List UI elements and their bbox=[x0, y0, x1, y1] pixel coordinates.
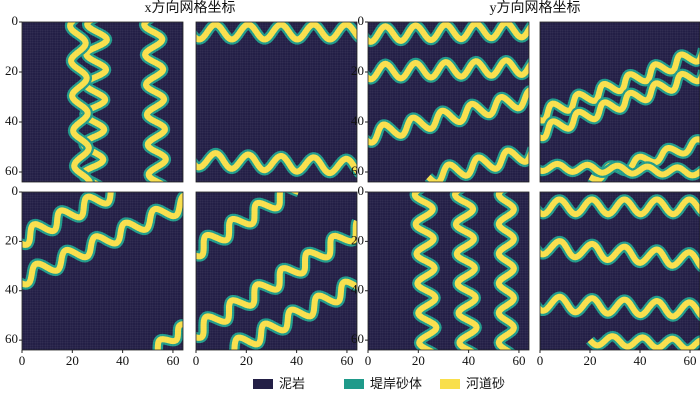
grid-texture bbox=[196, 22, 357, 182]
x-tick-label: 0 bbox=[365, 353, 372, 368]
grid-texture bbox=[196, 192, 357, 350]
y-tick-label: 20 bbox=[351, 232, 364, 247]
panel-frame bbox=[21, 191, 184, 351]
panel-frame bbox=[195, 191, 358, 351]
panel bbox=[540, 192, 700, 350]
y-tick-label: 0 bbox=[358, 183, 365, 198]
x-tick-label: 20 bbox=[412, 353, 425, 368]
y-tick-label: 40 bbox=[351, 113, 364, 128]
legend-swatch bbox=[344, 379, 364, 389]
panel-frame bbox=[539, 191, 700, 351]
grid-texture bbox=[540, 192, 700, 350]
y-tick-label: 20 bbox=[351, 63, 364, 78]
legend-swatch bbox=[253, 379, 273, 389]
x-tick-label: 0 bbox=[19, 353, 26, 368]
y-tick-label: 60 bbox=[5, 331, 18, 346]
panel-frame bbox=[367, 191, 530, 351]
x-tick-label: 60 bbox=[166, 353, 179, 368]
x-tick-label: 40 bbox=[116, 353, 129, 368]
y-tick-label: 0 bbox=[12, 183, 19, 198]
y-tick-label: 0 bbox=[358, 13, 365, 28]
x-tick-label: 0 bbox=[537, 353, 544, 368]
y-tick-label: 20 bbox=[5, 232, 18, 247]
grid-texture bbox=[540, 22, 700, 182]
panel-frame bbox=[21, 21, 184, 183]
x-tick-label: 20 bbox=[584, 353, 597, 368]
legend-label: 堤岸砂体 bbox=[370, 376, 422, 391]
panel-frame bbox=[367, 21, 530, 183]
y-tick-label: 0 bbox=[12, 13, 19, 28]
legend-label: 河道砂 bbox=[466, 376, 505, 391]
x-tick-label: 40 bbox=[290, 353, 303, 368]
grid-texture bbox=[368, 22, 529, 182]
x-tick-label: 40 bbox=[462, 353, 475, 368]
x-tick-label: 60 bbox=[684, 353, 697, 368]
panel bbox=[196, 192, 357, 350]
y-tick-label: 60 bbox=[351, 163, 364, 178]
panel-frame bbox=[195, 21, 358, 183]
panel-frame bbox=[539, 21, 700, 183]
y-tick-label: 20 bbox=[5, 63, 18, 78]
panel bbox=[22, 22, 183, 182]
x-tick-label: 60 bbox=[340, 353, 353, 368]
column-title: x方向网格坐标 bbox=[145, 0, 236, 16]
x-tick-label: 0 bbox=[193, 353, 200, 368]
panel bbox=[22, 192, 183, 350]
legend-label: 泥岩 bbox=[279, 376, 305, 391]
grid-texture bbox=[22, 22, 183, 182]
x-tick-label: 20 bbox=[240, 353, 253, 368]
y-tick-label: 60 bbox=[351, 331, 364, 346]
grid-texture bbox=[368, 192, 529, 350]
panel bbox=[368, 192, 529, 350]
y-tick-label: 40 bbox=[5, 113, 18, 128]
y-tick-label: 60 bbox=[5, 163, 18, 178]
x-tick-label: 40 bbox=[634, 353, 647, 368]
x-tick-label: 20 bbox=[66, 353, 79, 368]
panel bbox=[196, 22, 357, 182]
legend-swatch bbox=[440, 379, 460, 389]
y-tick-label: 40 bbox=[5, 282, 18, 297]
y-tick-label: 40 bbox=[351, 282, 364, 297]
panel bbox=[540, 22, 700, 182]
grid-texture bbox=[22, 192, 183, 350]
x-tick-label: 60 bbox=[512, 353, 525, 368]
column-title: y方向网格坐标 bbox=[490, 0, 581, 16]
panel bbox=[368, 22, 529, 182]
